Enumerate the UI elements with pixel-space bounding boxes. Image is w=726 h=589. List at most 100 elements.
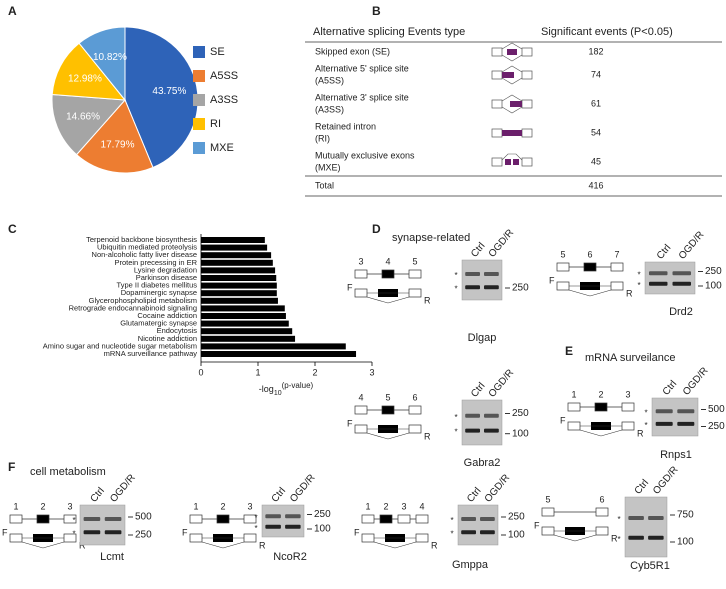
- legend-swatch: [193, 70, 205, 82]
- legend-label: A5SS: [210, 70, 238, 82]
- exon-number: 3: [401, 501, 406, 511]
- bar: [201, 244, 268, 251]
- pie-slice: [75, 99, 154, 174]
- band-asterisk: *: [450, 516, 453, 525]
- exon: [243, 514, 257, 524]
- exon: [567, 421, 581, 431]
- band-asterisk: *: [637, 270, 640, 279]
- gel: [651, 397, 699, 437]
- exon-number: 5: [560, 249, 565, 259]
- marker-size: 500: [135, 512, 152, 523]
- slice-label: 12.98%: [68, 74, 102, 85]
- gel-band: [648, 535, 664, 540]
- gel-band: [461, 517, 476, 521]
- gel-band: [83, 530, 101, 535]
- exon: [354, 288, 368, 298]
- event-count: 54: [591, 127, 601, 137]
- exon: [216, 514, 230, 524]
- primer: F: [2, 527, 8, 537]
- band-asterisk: *: [454, 271, 457, 280]
- band-asterisk: *: [454, 413, 457, 422]
- x-tick-label: 3: [369, 367, 374, 377]
- gel-band: [672, 281, 691, 286]
- x-axis-label-part: (p-value): [282, 381, 314, 390]
- category-label: Non-alcoholic fatty liver disease: [92, 250, 197, 259]
- splice-line: [501, 153, 523, 161]
- band-asterisk: *: [454, 284, 457, 293]
- panel-letter: C: [8, 222, 17, 236]
- gel: [457, 504, 499, 546]
- category-label: mRNA surveillance pathway: [104, 349, 198, 358]
- exon: [189, 533, 203, 543]
- lane-label: Ctrl: [469, 241, 487, 260]
- lane-label: Ctrl: [469, 381, 487, 400]
- lane-label: Ctrl: [88, 486, 106, 505]
- lane-label: OGD/R: [487, 367, 516, 399]
- lane-label: OGD/R: [288, 472, 317, 504]
- band-asterisk: *: [644, 408, 647, 417]
- exon-number: 1: [13, 501, 18, 511]
- gene-name: Drd2: [669, 306, 693, 318]
- gel: [644, 261, 696, 295]
- exon: [594, 402, 608, 412]
- lane-label: OGD/R: [108, 472, 137, 504]
- gel-band: [672, 271, 691, 276]
- primer: R: [637, 428, 644, 438]
- exon-number: 3: [247, 501, 252, 511]
- bar: [201, 267, 276, 274]
- splice-line: [501, 42, 523, 50]
- total-count: 416: [588, 180, 603, 190]
- event-count: 45: [591, 156, 601, 166]
- event-type: Alternative 5' splice site: [315, 63, 409, 73]
- gene-name: NcoR2: [273, 551, 307, 563]
- splice-line: [579, 429, 623, 437]
- marker-size: 250: [708, 421, 725, 432]
- primer: F: [560, 415, 566, 425]
- marker-size: 250: [508, 512, 525, 523]
- bar: [201, 343, 346, 350]
- event-type: (MXE): [315, 162, 341, 172]
- legend-label: MXE: [210, 142, 234, 154]
- exon-number: 3: [358, 256, 363, 266]
- exon-number: 4: [419, 501, 424, 511]
- band-asterisk: *: [72, 516, 75, 525]
- exon-number: 6: [587, 249, 592, 259]
- splice-line: [21, 541, 65, 549]
- exon: [541, 526, 555, 536]
- lane-label: OGD/R: [487, 227, 516, 259]
- bar: [201, 275, 277, 281]
- band-asterisk: *: [254, 513, 257, 522]
- exon: [354, 269, 368, 279]
- bar: [201, 351, 357, 357]
- marker-size: 250: [135, 530, 152, 541]
- panel-letter: F: [8, 460, 15, 474]
- lane-label: Ctrl: [465, 486, 483, 505]
- table-header: Alternative splicing Events type: [313, 26, 465, 38]
- band-asterisk: *: [254, 524, 257, 533]
- exon-number: 3: [625, 389, 630, 399]
- category-label: Endocytosis: [157, 326, 198, 335]
- gel-band: [465, 413, 480, 418]
- x-tick-label: 1: [255, 367, 260, 377]
- category-label: Dopaminergic synapse: [121, 288, 197, 297]
- exon: [354, 405, 368, 415]
- event-type: (RI): [315, 133, 330, 143]
- exon: [415, 514, 429, 524]
- exon: [415, 533, 429, 543]
- exon-number: 1: [571, 389, 576, 399]
- primer: F: [182, 527, 188, 537]
- primer: F: [347, 282, 353, 292]
- exon: [361, 514, 375, 524]
- exon: [379, 514, 393, 524]
- pie-slice: [51, 42, 127, 101]
- gel-band: [265, 524, 281, 529]
- section-title: cell metabolism: [30, 466, 106, 478]
- pie-slice: [124, 26, 199, 169]
- gel-band: [465, 428, 480, 433]
- gel-band: [484, 285, 499, 290]
- gene-name: Lcmt: [100, 551, 124, 563]
- gel-band: [677, 421, 695, 426]
- gene-name: Gabra2: [464, 457, 501, 469]
- exon: [610, 262, 624, 272]
- exon-icon: [491, 99, 503, 109]
